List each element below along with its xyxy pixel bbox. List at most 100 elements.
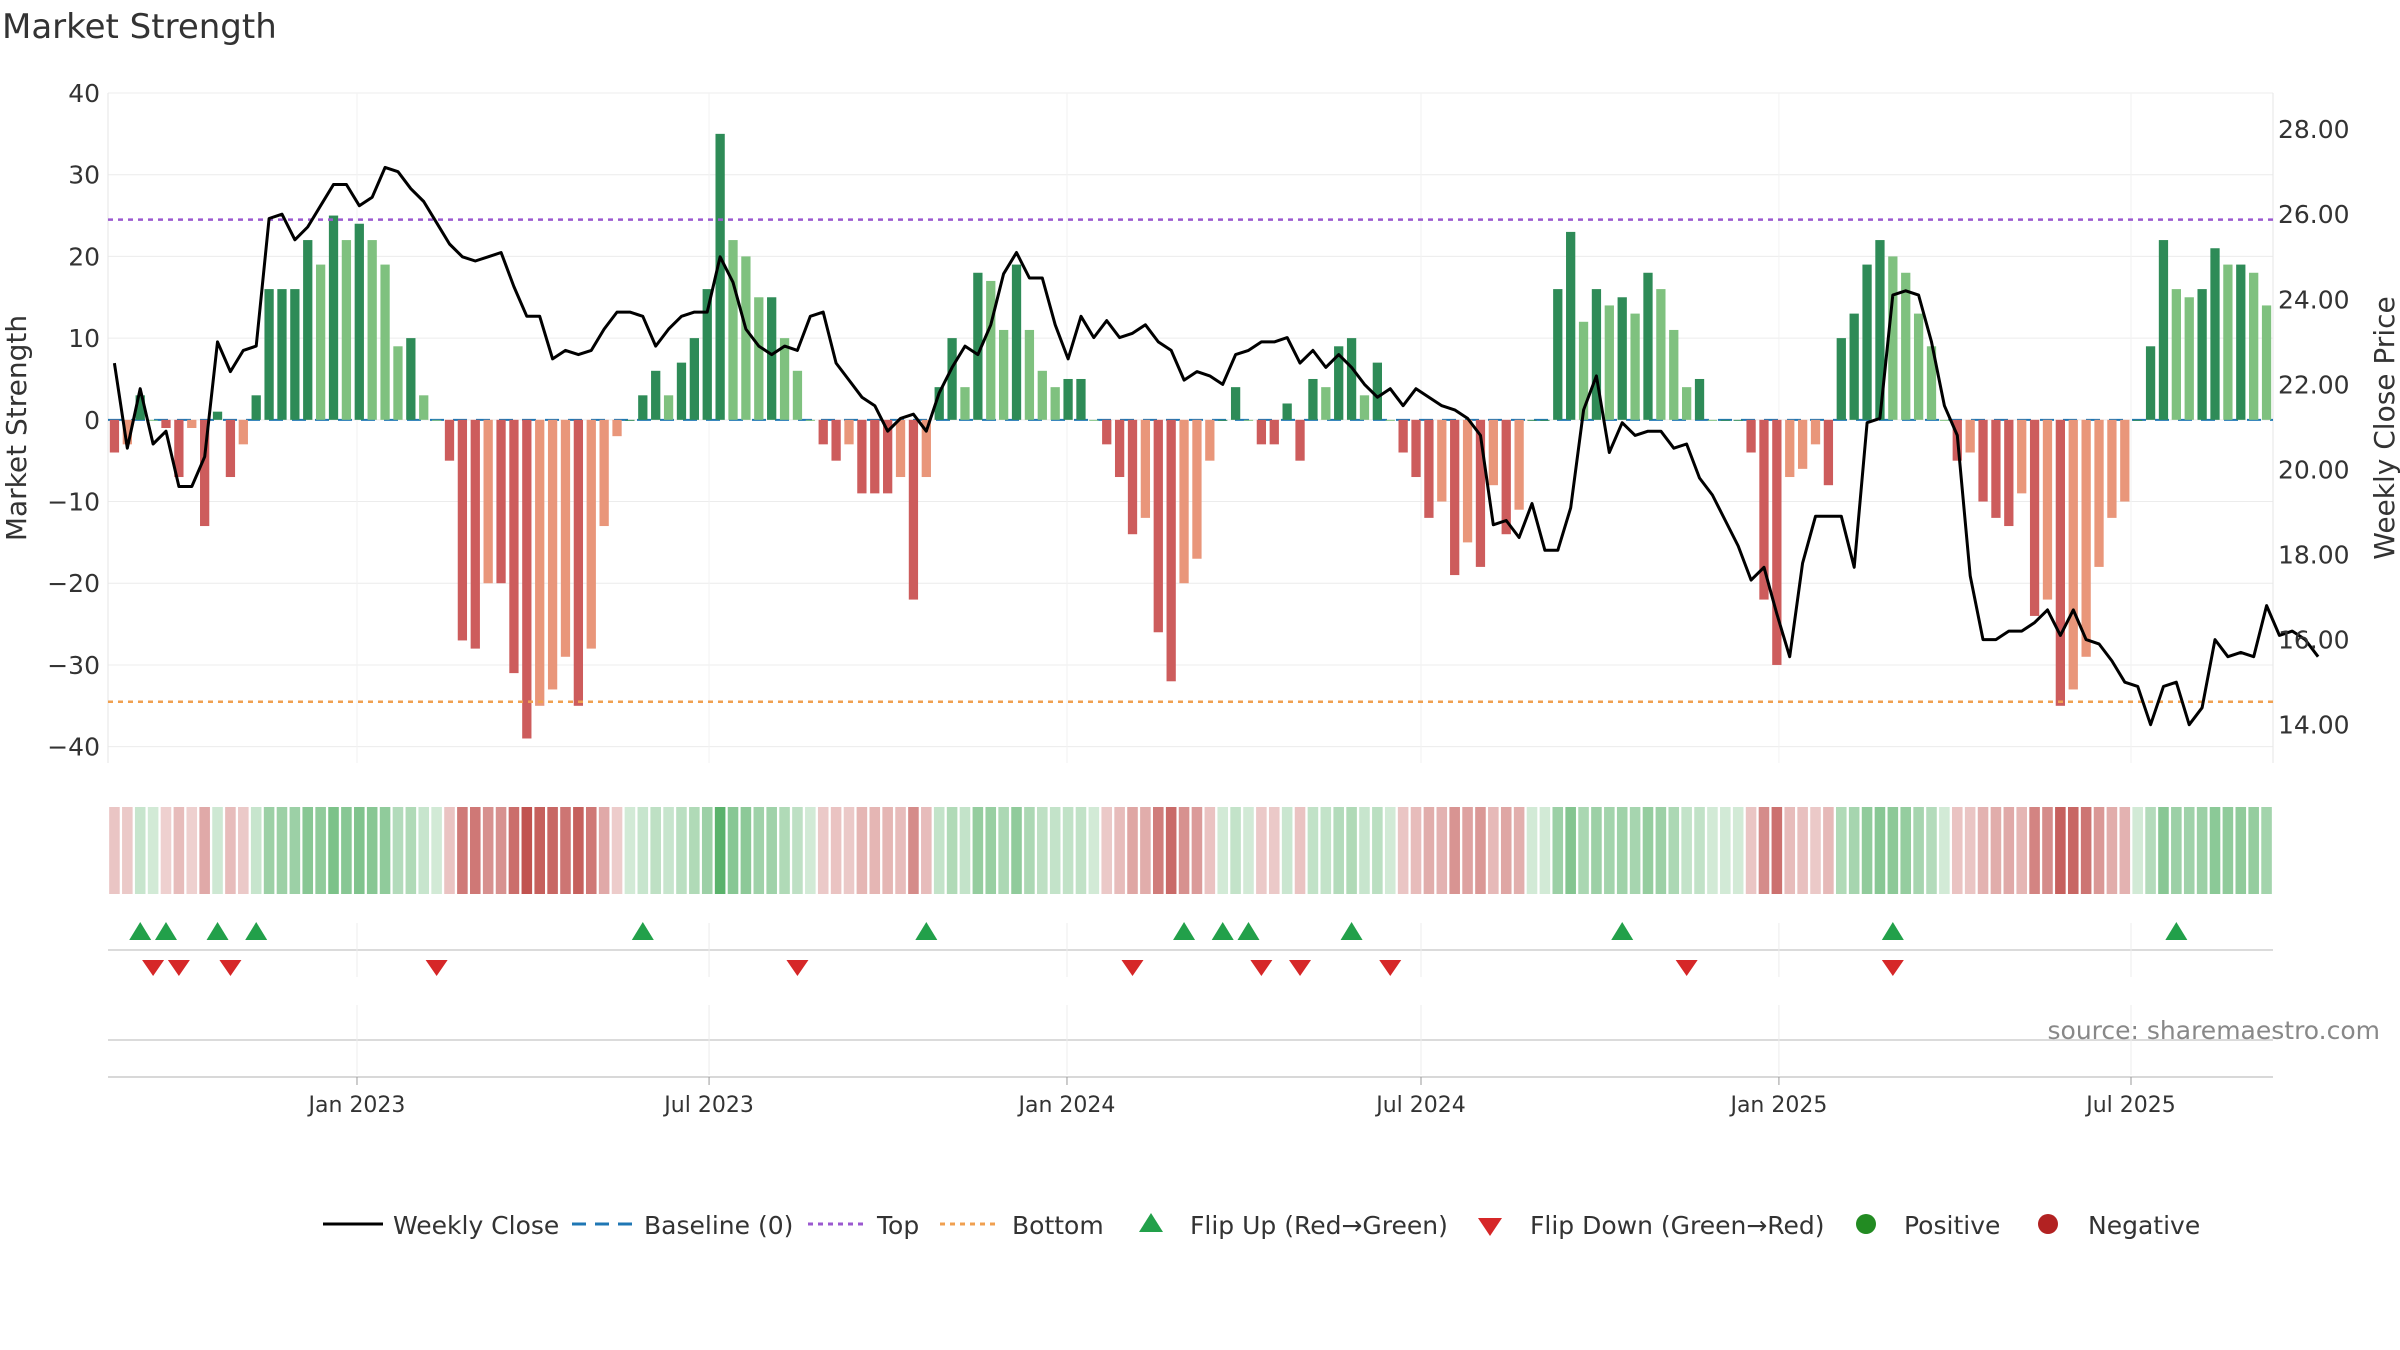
flip-down-marker	[1121, 960, 1144, 976]
strength-bar	[689, 338, 699, 420]
flip-up-marker	[1211, 922, 1234, 940]
strength-bar	[1578, 321, 1589, 420]
strip-cell	[1707, 807, 1718, 894]
legend-label-positive: Positive	[1904, 1211, 2000, 1240]
strip-cell	[611, 807, 623, 894]
strip-cell	[2003, 807, 2015, 894]
strength-bar	[573, 419, 584, 706]
strip-cell	[1990, 807, 2002, 894]
strip-cell	[276, 807, 288, 894]
strength-bar	[148, 419, 158, 421]
strength-bar	[1707, 419, 1718, 421]
strength-bar	[792, 370, 803, 420]
strip-cell	[1140, 807, 1151, 894]
strip-cell	[495, 807, 507, 894]
strip-cell	[2016, 807, 2027, 894]
strip-cell	[1694, 807, 1705, 894]
strength-bar	[1295, 419, 1305, 461]
strength-bar	[1488, 419, 1498, 486]
strength-bar	[122, 419, 132, 445]
strength-bar	[2145, 346, 2156, 420]
strip-cell	[560, 807, 571, 894]
strip-cell	[714, 807, 726, 894]
strip-cell	[1204, 807, 1216, 894]
strength-bar	[1901, 272, 1911, 420]
strength-bar	[1037, 370, 1047, 420]
strength-bar	[2120, 419, 2130, 502]
strength-bar	[1166, 419, 1176, 682]
strength-bar	[1308, 378, 1318, 420]
strength-bar	[612, 419, 622, 437]
strength-bar	[1411, 419, 1421, 478]
strength-bar	[1862, 264, 1872, 420]
flip-up-marker	[206, 922, 229, 940]
strip-cell	[1011, 807, 1022, 894]
strip-cell	[998, 807, 1009, 894]
legend-item-flip-up: Flip Up (Red→Green)	[1139, 1211, 1448, 1240]
strip-cell	[2248, 807, 2259, 894]
strip-cell	[1887, 807, 1899, 894]
strength-bar	[638, 395, 648, 420]
strip-cell	[1062, 807, 1074, 894]
strength-bar	[1437, 419, 1447, 502]
strength-bar	[264, 289, 274, 420]
strength-bar	[1759, 419, 1769, 600]
strength-bar	[1720, 419, 1730, 421]
strength-bar	[2029, 419, 2040, 616]
strip-cell	[933, 807, 945, 894]
strip-cell	[753, 807, 765, 894]
strength-bar	[1978, 419, 1988, 502]
strip-cell	[1926, 807, 1937, 894]
strength-bar	[187, 419, 197, 428]
strength-bar	[341, 240, 352, 420]
legend-item-weekly-close: Weekly Close	[323, 1211, 559, 1240]
strip-cell	[186, 807, 198, 894]
strip-cell	[1410, 807, 1422, 894]
strength-bar	[2158, 240, 2169, 420]
strength-bar	[999, 329, 1009, 420]
right-tick-label: 20.00	[2278, 455, 2350, 484]
strip-cell	[1372, 807, 1383, 894]
strip-cell	[1848, 807, 1860, 894]
legend-flip-up-icon	[1139, 1213, 1163, 1232]
strip-cell	[1217, 807, 1229, 894]
legend-item-top: Top	[808, 1211, 919, 1240]
strip-cell	[418, 807, 430, 894]
strength-bar	[1243, 419, 1254, 421]
strip-cell	[1152, 807, 1164, 894]
strength-bar	[599, 419, 609, 527]
weekly-close-polyline	[112, 165, 2320, 727]
right-tick-label: 22.00	[2278, 370, 2350, 399]
legend-label-flip-down: Flip Down (Green→Red)	[1530, 1211, 1825, 1240]
strength-bar	[547, 419, 558, 690]
strength-bar	[625, 419, 635, 421]
strength-bar	[2107, 419, 2117, 518]
strength-bar	[444, 419, 455, 461]
flip-up-marker	[1340, 922, 1363, 940]
left-tick-label: 30	[68, 161, 100, 190]
strip-cell	[1462, 807, 1473, 894]
strip-cell	[2029, 807, 2040, 894]
source-label: source: sharemaestro.com	[2048, 1016, 2381, 1045]
strip-cell	[263, 807, 275, 894]
strip-cell	[1397, 807, 1409, 894]
strip-cell	[1900, 807, 1912, 894]
strength-bar	[1540, 419, 1550, 421]
strip-cell	[134, 807, 146, 894]
strength-bar	[1746, 419, 1756, 453]
strength-bar	[1192, 419, 1202, 559]
strength-bar	[1321, 387, 1331, 420]
strip-cell	[199, 807, 210, 894]
strip-cell	[1423, 807, 1435, 894]
strength-bar	[2210, 248, 2220, 420]
strip-cell	[392, 807, 404, 894]
strip-cell	[1513, 807, 1525, 894]
strength-bar	[973, 272, 983, 420]
strip-cell	[624, 807, 636, 894]
strip-cell	[1449, 807, 1460, 894]
strip-cell	[469, 807, 481, 894]
strength-bar	[779, 338, 790, 420]
left-tick-label: −30	[47, 651, 100, 680]
strip-cell	[1024, 807, 1035, 894]
